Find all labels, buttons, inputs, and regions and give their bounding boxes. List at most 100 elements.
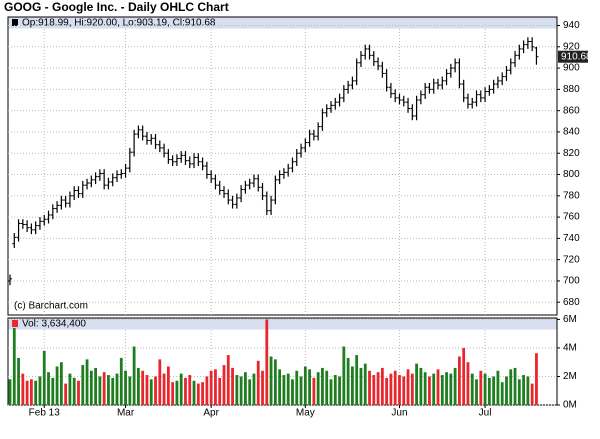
volume-bar: [72, 377, 76, 405]
x-tick-label: Jul: [479, 408, 492, 419]
volume-bar: [89, 370, 93, 405]
volume-bar: [496, 370, 500, 405]
volume-bar: [453, 367, 457, 405]
volume-bar: [102, 372, 106, 405]
volume-bar: [34, 380, 38, 405]
volume-bar: [115, 373, 119, 405]
y-tick-label: 920: [563, 41, 580, 52]
volume-bar: [188, 375, 192, 405]
volume-bar: [85, 359, 89, 405]
volume-bar: [107, 375, 110, 405]
volume-bar: [368, 370, 371, 405]
volume-bar: [171, 382, 175, 405]
volume-bar: [64, 383, 68, 405]
y-tick-label: 880: [563, 84, 580, 95]
volume-bar: [321, 367, 324, 405]
volume-bar: [196, 383, 200, 405]
volume-bar: [209, 370, 213, 405]
y-tick-label: 700: [563, 276, 580, 287]
y-tick-label: 780: [563, 190, 580, 201]
volume-bar: [145, 375, 149, 405]
volume-bar: [475, 379, 478, 405]
volume-bar: [137, 367, 140, 405]
volume-bar: [295, 370, 299, 405]
volume-bar: [342, 346, 346, 405]
volume-bar: [466, 362, 470, 405]
y-tick-label: 4M: [563, 343, 577, 354]
volume-bar: [98, 376, 102, 405]
y-tick-label: 720: [563, 254, 580, 265]
volume-bar: [316, 372, 320, 405]
volume-bar: [235, 375, 239, 405]
volume-bar: [269, 356, 273, 405]
volume-bar: [192, 380, 196, 405]
volume-bar: [201, 382, 204, 405]
volume-bar: [522, 375, 525, 405]
volume-bar: [175, 380, 179, 405]
y-tick-label: 760: [563, 212, 580, 223]
volume-bar: [406, 369, 410, 405]
volume-bar: [265, 319, 269, 405]
volume-bar: [333, 375, 337, 405]
volume-bar: [111, 377, 115, 405]
volume-bar: [389, 373, 393, 405]
volume-bar: [492, 376, 496, 405]
volume-bar: [449, 373, 453, 405]
volume-bar: [462, 347, 466, 405]
volume-bar: [119, 357, 123, 405]
volume-bar: [214, 369, 217, 405]
volume-bar: [47, 372, 50, 405]
y-tick-label: 840: [563, 127, 580, 138]
volume-bar: [325, 370, 329, 405]
price-header: [8, 17, 557, 29]
volume-bar: [505, 376, 508, 405]
price-panel: [7, 16, 558, 316]
volume-bar: [526, 376, 530, 405]
volume-bar: [363, 363, 367, 405]
volume-bar: [410, 373, 414, 405]
volume-bar: [470, 373, 474, 405]
volume-bar: [312, 377, 316, 405]
volume-bar: [445, 372, 448, 405]
volume-bar: [278, 369, 282, 405]
volume-bar: [25, 380, 29, 405]
chart-title: GOOG - Google Inc. - Daily OHLC Chart: [4, 0, 229, 14]
volume-bar: [282, 375, 286, 405]
volume-bar: [458, 356, 461, 405]
volume-bar: [359, 367, 363, 405]
volume-bar: [398, 375, 401, 405]
y-tick-label: 0M: [563, 400, 577, 411]
x-tick-label: May: [296, 408, 315, 419]
volume-bar: [303, 366, 307, 405]
price-legend-swatch: [12, 19, 18, 26]
y-tick-label: 900: [563, 63, 580, 74]
volume-bar: [530, 383, 534, 405]
volume-bar: [77, 380, 80, 405]
volume-bar: [149, 379, 153, 405]
volume-bar: [509, 369, 513, 405]
volume-bar: [256, 360, 260, 405]
volume-bar: [436, 369, 440, 405]
x-tick-label: Jun: [391, 408, 407, 419]
volume-bar: [166, 366, 170, 405]
volume-bar: [132, 346, 136, 405]
volume-bar: [68, 373, 72, 405]
volume-bar: [402, 376, 406, 405]
volume-header: [8, 318, 557, 330]
y-tick-label: 740: [563, 233, 580, 244]
y-tick-label: 800: [563, 169, 580, 180]
volume-bar: [222, 365, 226, 405]
volume-bar: [21, 373, 25, 405]
price-legend: Op:918.99, Hi:920.00, Lo:903.19, Cl:910.…: [22, 18, 216, 29]
volume-bar: [158, 359, 162, 405]
volume-bar: [248, 379, 252, 405]
volume-bar: [226, 355, 230, 405]
last-price-label: 910.68: [561, 51, 592, 62]
volume-bar: [162, 373, 166, 405]
x-tick-label: Apr: [203, 408, 219, 419]
x-tick-label: Feb 13: [29, 408, 61, 419]
volume-bar: [81, 365, 85, 405]
volume-bar: [385, 377, 389, 405]
volume-bar: [124, 370, 127, 405]
volume-bar: [440, 375, 444, 405]
